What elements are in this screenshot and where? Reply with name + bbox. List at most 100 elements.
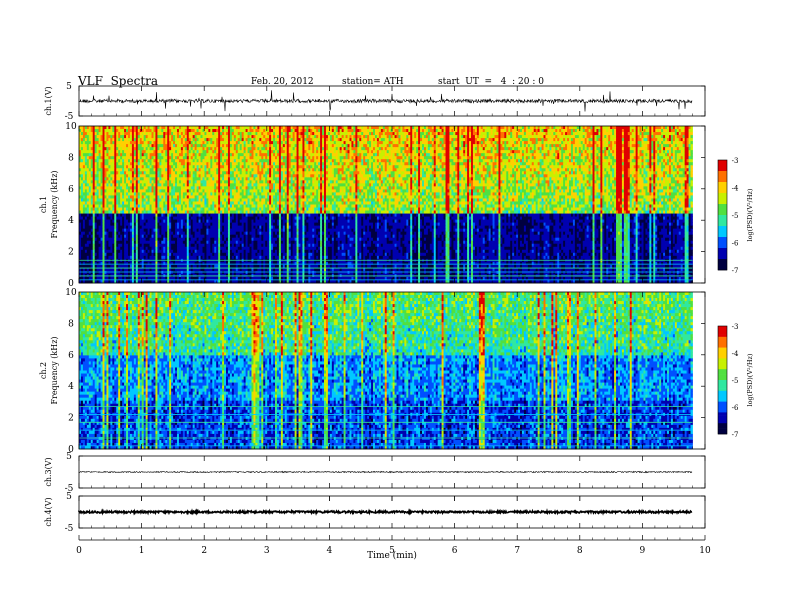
colorbar-cell (718, 229, 727, 232)
x-tick-label: 2 (201, 546, 207, 556)
y-tick-label: 5 (66, 452, 72, 462)
colorbar-cell (718, 245, 727, 248)
colorbar-cell (718, 367, 727, 370)
colorbar-cell (718, 423, 727, 426)
colorbar-cell (718, 429, 727, 432)
colorbar-cell (718, 199, 727, 202)
y-tick-label: 10 (65, 122, 77, 132)
colorbar-cell (718, 380, 727, 383)
ch1-spectrogram-image (79, 126, 693, 283)
colorbar-cell (718, 193, 727, 196)
colorbar-cell (718, 345, 727, 348)
y-tick-label: 4 (68, 382, 74, 392)
y-tick-label: 2 (68, 248, 74, 258)
colorbar-cell (718, 163, 727, 166)
colorbar-cell (718, 369, 727, 372)
y-tick-label: 10 (65, 288, 77, 298)
colorbar-cell (718, 353, 727, 356)
colorbar-cell (718, 185, 727, 188)
colorbar-tick-label: -3 (732, 323, 739, 331)
colorbar-cell (718, 377, 727, 380)
colorbar-cell (718, 415, 727, 418)
y-tick-label: -5 (65, 112, 74, 122)
colorbar-cell (718, 385, 727, 388)
colorbar-cell (718, 350, 727, 353)
y-axis-label: ch.2 (39, 362, 48, 379)
colorbar-cell (718, 188, 727, 191)
colorbar-cell (718, 179, 727, 182)
colorbar-cell (718, 212, 727, 215)
colorbar-cell (718, 210, 727, 213)
colorbar-cell (718, 166, 727, 169)
x-tick-label: 7 (514, 546, 520, 556)
colorbar-tick-label: -7 (732, 431, 739, 439)
colorbar-cell (718, 265, 727, 268)
colorbar-cell (718, 226, 727, 229)
colorbar-cell (718, 160, 727, 163)
colorbar-cell (718, 356, 727, 359)
colorbar-tick-label: -6 (732, 240, 739, 248)
ch3-waveform-trace (79, 471, 692, 472)
colorbar-cell (718, 394, 727, 397)
y-axis-label: ch.1(V) (44, 86, 53, 115)
colorbar-cell (718, 399, 727, 402)
y-axis-label: ch.1 (39, 196, 48, 213)
vlf-spectra-figure: VLF Spectra Feb. 20, 2012 station= ATH s… (0, 0, 792, 612)
x-tick-label: 10 (699, 546, 711, 556)
colorbar-cell (718, 248, 727, 251)
colorbar-cell (718, 223, 727, 226)
colorbar-cell (718, 234, 727, 237)
y-tick-label: -5 (65, 524, 74, 534)
colorbar-cell (718, 334, 727, 337)
colorbar-label: log(PSD)(V²/Hz) (746, 353, 754, 406)
colorbar-cell (718, 171, 727, 174)
x-tick-label: 8 (577, 546, 583, 556)
colorbar-cell (718, 340, 727, 343)
colorbar-cell (718, 221, 727, 224)
colorbar-cell (718, 262, 727, 265)
colorbar-cell (718, 240, 727, 243)
x-tick-label: 1 (139, 546, 145, 556)
colorbar-cell (718, 196, 727, 199)
colorbar-cell (718, 383, 727, 386)
y-tick-label: 2 (68, 414, 74, 424)
colorbar-cell (718, 331, 727, 334)
colorbar-cell (718, 251, 727, 254)
colorbar-cell (718, 364, 727, 367)
x-tick-label: 3 (264, 546, 270, 556)
colorbar-cell (718, 396, 727, 399)
colorbar-tick-label: -5 (732, 212, 739, 220)
x-axis-label: Time (min) (367, 550, 417, 561)
colorbar-cell (718, 404, 727, 407)
colorbar-cell (718, 174, 727, 177)
colorbar-cell (718, 190, 727, 193)
colorbar-cell (718, 256, 727, 259)
colorbar-cell (718, 412, 727, 415)
ch2-spectrogram-image (79, 292, 693, 449)
colorbar-cell (718, 207, 727, 210)
x-tick-label: 4 (327, 546, 333, 556)
colorbar-cell (718, 218, 727, 221)
colorbar-cell (718, 410, 727, 413)
colorbar-cell (718, 237, 727, 240)
colorbar-cell (718, 201, 727, 204)
colorbar-cell (718, 391, 727, 394)
colorbar-cell (718, 426, 727, 429)
colorbar-cell (718, 232, 727, 235)
y-tick-label: 8 (68, 153, 74, 163)
ch4-waveform-trace (79, 511, 692, 513)
colorbar-tick-label: -6 (732, 404, 739, 412)
y-tick-label: 5 (66, 492, 72, 502)
colorbar-cell (718, 204, 727, 207)
colorbar-cell (718, 348, 727, 351)
colorbar-cell (718, 259, 727, 262)
y-tick-label: 4 (68, 216, 74, 226)
colorbar-tick-label: -7 (732, 267, 739, 275)
x-tick-label: 9 (640, 546, 646, 556)
colorbar-cell (718, 329, 727, 332)
colorbar-tick-label: -4 (732, 185, 739, 193)
colorbar-cell (718, 361, 727, 364)
ch1-waveform-trace (79, 90, 692, 111)
y-tick-label: 5 (66, 82, 72, 92)
colorbar-label: log(PSD)(V²/Hz) (746, 188, 754, 241)
